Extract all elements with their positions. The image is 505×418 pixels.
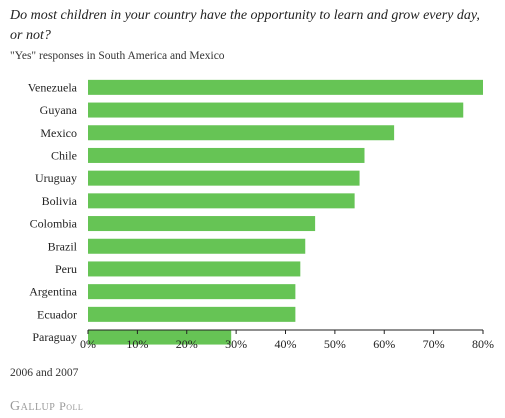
- category-label: Peru: [55, 262, 77, 276]
- chart-subtitle: "Yes" responses in South America and Mex…: [10, 50, 225, 62]
- category-label: Bolivia: [42, 194, 78, 208]
- category-label: Argentina: [29, 285, 77, 299]
- category-label: Chile: [51, 148, 77, 162]
- brand-product: Poll: [59, 399, 84, 413]
- bar: [88, 193, 355, 209]
- category-label: Brazil: [48, 239, 78, 253]
- bar: [88, 147, 365, 163]
- x-tick-label: 80%: [472, 337, 494, 351]
- x-tick-label: 10%: [126, 337, 148, 351]
- x-tick-label: 20%: [176, 337, 198, 351]
- category-label: Colombia: [30, 217, 78, 231]
- bar: [88, 329, 232, 345]
- x-tick-label: 0%: [80, 337, 96, 351]
- x-tick-label: 60%: [373, 337, 395, 351]
- category-label: Guyana: [40, 103, 78, 117]
- bar: [88, 306, 296, 322]
- category-label: Paraguay: [32, 330, 77, 344]
- bar: [88, 102, 464, 118]
- category-label: Uruguay: [35, 171, 77, 185]
- footnote: 2006 and 2007: [10, 367, 79, 379]
- brand-name: Gallup: [10, 399, 56, 414]
- bar: [88, 170, 360, 186]
- gallup-poll-logo: Gallup Poll: [10, 398, 83, 415]
- bar: [88, 125, 395, 141]
- x-tick-label: 40%: [275, 337, 297, 351]
- x-tick-label: 70%: [423, 337, 445, 351]
- bar: [88, 261, 301, 277]
- category-label: Ecuador: [37, 307, 77, 321]
- bar: [88, 216, 316, 232]
- chart-title: Do most children in your country have th…: [10, 8, 480, 43]
- x-tick-label: 50%: [324, 337, 346, 351]
- bar: [88, 79, 483, 95]
- bar-chart: Venezuela Guyana Mexico Chile Uruguay Bolivia…: [28, 79, 494, 351]
- x-tick-label: 30%: [225, 337, 247, 351]
- category-label: Venezuela: [28, 80, 78, 94]
- bar: [88, 238, 306, 254]
- category-label: Mexico: [40, 126, 77, 140]
- bar: [88, 284, 296, 300]
